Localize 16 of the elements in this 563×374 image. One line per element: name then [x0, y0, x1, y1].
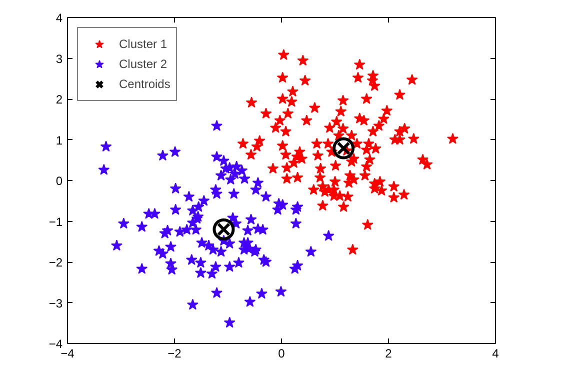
y-tick-label: −1: [48, 214, 63, 229]
legend-label: Centroids: [119, 77, 170, 91]
y-tick-label: −4: [48, 337, 63, 351]
y-tick-label: 2: [56, 92, 63, 106]
y-tick-label: 4: [56, 11, 63, 25]
y-tick-label: −2: [48, 256, 63, 270]
x-tick-label: 2: [385, 346, 392, 360]
y-tick-label: −3: [48, 296, 63, 310]
y-tick-label: 1: [56, 133, 63, 148]
x-tick-label: 4: [492, 346, 500, 360]
legend-label: Cluster 2: [119, 57, 168, 71]
x-tick-label: 0: [278, 346, 286, 360]
x-tick-label: −2: [168, 346, 182, 360]
y-tick-label: 3: [56, 52, 63, 66]
y-tick-label: 0: [56, 174, 63, 188]
legend-label: Cluster 1: [119, 37, 168, 51]
